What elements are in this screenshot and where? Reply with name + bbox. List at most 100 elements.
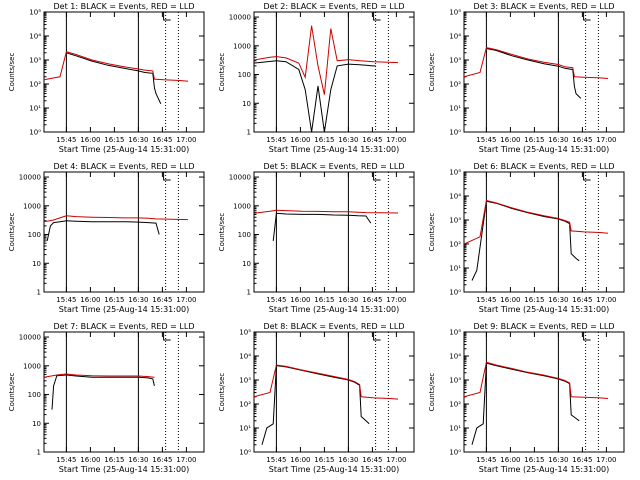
x-tick-label: 16:15 — [314, 136, 334, 144]
series-line-events — [261, 365, 370, 445]
y-axis-label: Counts/sec — [8, 373, 16, 412]
y-tick-label: 10³ — [449, 217, 461, 225]
y-tick-label: 1 — [247, 289, 251, 297]
panel-title: Det 1: BLACK = Events, RED = LLD — [54, 2, 195, 11]
y-tick-label: 100 — [28, 391, 41, 399]
x-tick-label: 16:15 — [524, 296, 544, 304]
panel-title: Det 9: BLACK = Events, RED = LLD — [474, 322, 615, 331]
x-tick-label: 16:15 — [314, 456, 334, 464]
plot-frame — [463, 171, 625, 293]
y-axis-label: Counts/sec — [428, 53, 436, 92]
x-axis-label: Start Time (25-Aug-14 15:31:00) — [479, 145, 610, 154]
step-marker — [583, 12, 591, 21]
x-tick-label: 16:45 — [152, 456, 172, 464]
x-tick-label: 17:00 — [386, 456, 406, 464]
panel-title: Det 6: BLACK = Events, RED = LLD — [474, 162, 615, 171]
detector-panel-4: 1 10 100 1000 10000 15:45 16:00 16:15 16:30 16:45… — [8, 162, 205, 314]
y-axis-label: Counts/sec — [218, 373, 226, 412]
y-tick-label: 10¹ — [449, 425, 461, 433]
y-tick-label: 10⁰ — [449, 289, 461, 297]
y-tick-label: 10² — [449, 241, 461, 249]
series-line-lld — [464, 361, 609, 399]
plot-frame — [463, 11, 625, 133]
y-tick-label: 10¹ — [239, 425, 251, 433]
x-axis-label: Start Time (25-Aug-14 15:31:00) — [59, 465, 190, 474]
x-tick-label: 16:30 — [338, 296, 358, 304]
x-tick-label: 15:45 — [56, 136, 76, 144]
step-marker — [373, 332, 381, 341]
panel-title: Det 2: BLACK = Events, RED = LLD — [264, 2, 405, 11]
x-axis-label: Start Time (25-Aug-14 15:31:00) — [59, 305, 190, 314]
x-tick-label: 15:45 — [266, 136, 286, 144]
y-tick-label: 1000 — [233, 42, 251, 50]
x-tick-label: 16:30 — [548, 296, 568, 304]
y-tick-label: 10⁵ — [449, 329, 461, 337]
series-line-lld — [254, 209, 399, 214]
x-axis-label: Start Time (25-Aug-14 15:31:00) — [269, 145, 400, 154]
y-tick-label: 10000 — [229, 174, 251, 182]
x-tick-label: 16:45 — [572, 456, 592, 464]
x-tick-label: 16:15 — [104, 296, 124, 304]
x-tick-label: 16:45 — [362, 456, 382, 464]
y-tick-label: 10000 — [229, 14, 251, 22]
x-tick-label: 15:45 — [476, 136, 496, 144]
x-tick-label: 16:30 — [338, 456, 358, 464]
panel-title: Det 5: BLACK = Events, RED = LLD — [264, 162, 405, 171]
x-tick-label: 16:15 — [104, 136, 124, 144]
y-tick-label: 1 — [37, 449, 41, 457]
y-axis-label: Counts/sec — [8, 53, 16, 92]
panel-title: Det 4: BLACK = Events, RED = LLD — [54, 162, 195, 171]
series-line-lld — [44, 373, 155, 378]
y-tick-label: 10⁴ — [449, 33, 461, 41]
x-tick-label: 17:00 — [176, 296, 196, 304]
plot-frame — [43, 171, 205, 293]
step-marker — [583, 172, 591, 181]
x-axis-label: Start Time (25-Aug-14 15:31:00) — [479, 305, 610, 314]
y-tick-label: 10² — [449, 401, 461, 409]
y-tick-label: 10⁵ — [239, 329, 251, 337]
y-tick-label: 100 — [238, 71, 251, 79]
y-tick-label: 10⁵ — [29, 9, 41, 17]
y-tick-label: 10000 — [19, 174, 41, 182]
detector-panel-5: 1 10 100 1000 10000 15:45 16:00 16:15 16:30 16:45… — [218, 162, 415, 314]
series-line-events — [51, 374, 155, 410]
x-axis-label: Start Time (25-Aug-14 15:31:00) — [269, 465, 400, 474]
plot-frame — [43, 11, 205, 133]
y-tick-label: 10⁰ — [29, 129, 41, 137]
step-marker — [163, 172, 171, 181]
series-line-events — [272, 212, 372, 241]
plot-frame — [463, 331, 625, 453]
y-tick-label: 10⁰ — [449, 449, 461, 457]
x-tick-label: 16:30 — [128, 296, 148, 304]
step-marker — [373, 172, 381, 181]
x-tick-label: 16:00 — [80, 296, 100, 304]
y-tick-label: 10¹ — [449, 105, 461, 113]
x-tick-label: 16:00 — [500, 296, 520, 304]
step-marker — [373, 12, 381, 21]
series-line-events — [486, 48, 582, 99]
plot-frame — [253, 171, 415, 293]
x-tick-label: 17:00 — [176, 136, 196, 144]
series-line-lld — [464, 47, 609, 79]
y-tick-label: 10¹ — [29, 105, 41, 113]
step-marker — [163, 332, 171, 341]
y-tick-label: 10⁴ — [449, 353, 461, 361]
series-line-events — [471, 200, 580, 281]
panel-title: Det 3: BLACK = Events, RED = LLD — [474, 2, 615, 11]
x-tick-label: 16:15 — [104, 456, 124, 464]
y-tick-label: 1 — [247, 129, 251, 137]
x-tick-label: 15:45 — [56, 456, 76, 464]
y-tick-label: 10⁵ — [449, 9, 461, 17]
series-line-events — [471, 362, 580, 445]
y-tick-label: 10⁴ — [239, 353, 251, 361]
y-tick-label: 10⁰ — [449, 129, 461, 137]
y-tick-label: 10 — [32, 420, 41, 428]
y-tick-label: 10⁰ — [239, 449, 251, 457]
y-axis-label: Counts/sec — [8, 213, 16, 252]
series-line-lld — [464, 199, 609, 245]
x-tick-label: 16:00 — [80, 456, 100, 464]
series-line-events — [66, 52, 162, 105]
x-axis-label: Start Time (25-Aug-14 15:31:00) — [269, 305, 400, 314]
y-tick-label: 10³ — [449, 377, 461, 385]
